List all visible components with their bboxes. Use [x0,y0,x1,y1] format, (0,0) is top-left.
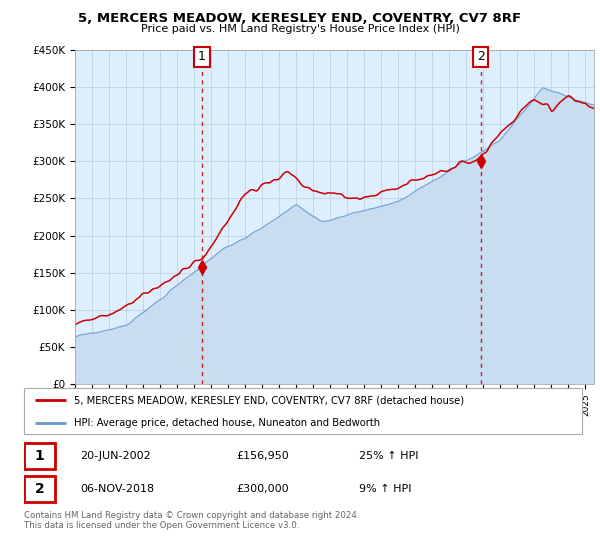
Text: HPI: Average price, detached house, Nuneaton and Bedworth: HPI: Average price, detached house, Nune… [74,418,380,427]
Text: £300,000: £300,000 [236,484,289,494]
FancyBboxPatch shape [24,388,582,434]
Text: 06-NOV-2018: 06-NOV-2018 [80,484,154,494]
Text: 1: 1 [34,449,44,463]
Text: 9% ↑ HPI: 9% ↑ HPI [359,484,412,494]
Text: 2: 2 [34,482,44,496]
Text: Price paid vs. HM Land Registry's House Price Index (HPI): Price paid vs. HM Land Registry's House … [140,24,460,34]
Text: 25% ↑ HPI: 25% ↑ HPI [359,451,418,461]
Text: 5, MERCERS MEADOW, KERESLEY END, COVENTRY, CV7 8RF: 5, MERCERS MEADOW, KERESLEY END, COVENTR… [79,12,521,25]
Text: £156,950: £156,950 [236,451,289,461]
Text: 20-JUN-2002: 20-JUN-2002 [80,451,151,461]
Text: 1: 1 [198,50,206,63]
FancyBboxPatch shape [24,444,55,469]
FancyBboxPatch shape [24,476,55,502]
Text: 2: 2 [477,50,485,63]
Text: 5, MERCERS MEADOW, KERESLEY END, COVENTRY, CV7 8RF (detached house): 5, MERCERS MEADOW, KERESLEY END, COVENTR… [74,395,464,405]
Text: Contains HM Land Registry data © Crown copyright and database right 2024.
This d: Contains HM Land Registry data © Crown c… [24,511,359,530]
